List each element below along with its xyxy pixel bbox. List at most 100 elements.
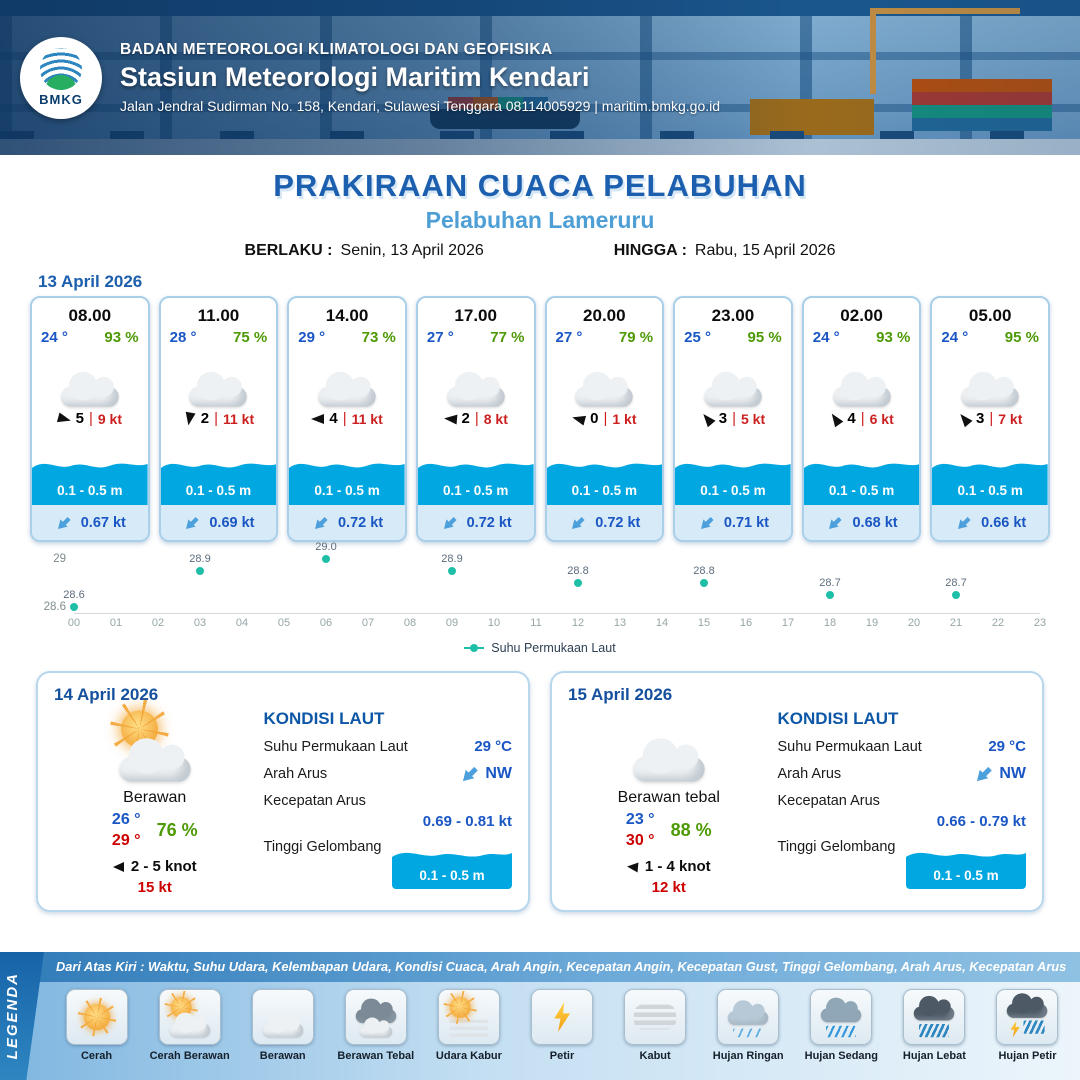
legend-item-label: Cerah Berawan bbox=[149, 1050, 230, 1062]
card-temp-humidity-row: 27 ° 77 % bbox=[418, 326, 534, 346]
daily-wave-box: 0.1 - 0.5 m bbox=[392, 845, 512, 889]
legend-icon-box bbox=[251, 989, 314, 1045]
legend-item: Hujan Lebat bbox=[890, 989, 979, 1062]
daily-temps: 26 ° 29 ° 76 % bbox=[112, 811, 198, 850]
current-speed-label: Kecepatan Arus bbox=[777, 793, 880, 809]
cloud-icon bbox=[569, 349, 639, 407]
wind-direction-icon bbox=[571, 411, 587, 426]
until-value: Rabu, 15 April 2026 bbox=[694, 242, 836, 259]
card-weather-icon-slot bbox=[289, 346, 405, 410]
thunder-row bbox=[1010, 1020, 1046, 1038]
daily-wind-row: 2 - 5 knot bbox=[112, 858, 197, 875]
wave-curve bbox=[803, 463, 920, 505]
daily-columns: Berawan tebal 23 ° 30 ° 88 % 1 - 4 knot … bbox=[568, 709, 1026, 896]
page-title: PRAKIRAAN CUACA PELABUHAN bbox=[273, 168, 807, 203]
legend-item: Berawan bbox=[238, 989, 327, 1062]
wind-direction-icon bbox=[56, 411, 72, 426]
sst-xtick: 07 bbox=[361, 617, 375, 629]
card-separator: | bbox=[342, 410, 347, 427]
daily-wave-box: 0.1 - 0.5 m bbox=[906, 845, 1026, 889]
wave-label: Tinggi Gelombang bbox=[263, 839, 382, 855]
card-humidity: 77 % bbox=[490, 329, 525, 346]
legend-item: Cerah bbox=[52, 989, 141, 1062]
daily-card: 14 April 2026 Berawan 26 ° 29 ° 76 % 2 -… bbox=[36, 671, 530, 912]
daily-condition: Berawan bbox=[123, 789, 187, 806]
card-wave-band: 0.1 - 0.5 m bbox=[32, 455, 148, 505]
card-gust: 6 kt bbox=[869, 410, 894, 427]
daily-wind-range: 1 - 4 knot bbox=[644, 858, 711, 875]
card-current-row: 0.72 kt bbox=[417, 505, 534, 540]
card-wave-band: 0.1 - 0.5 m bbox=[932, 455, 1048, 505]
cloud-shape bbox=[633, 738, 705, 782]
daily-humidity: 76 % bbox=[156, 820, 198, 840]
current-speed-value: 0.69 - 0.81 kt bbox=[422, 813, 512, 830]
sst-point-label: 28.9 bbox=[441, 553, 463, 566]
card-current-speed: 0.72 kt bbox=[595, 514, 641, 531]
card-temp-humidity-row: 29 ° 73 % bbox=[289, 326, 405, 346]
cloud-icon bbox=[312, 349, 382, 407]
haze-icon bbox=[443, 990, 493, 1038]
wind-direction-icon bbox=[443, 412, 457, 425]
sun-core bbox=[77, 997, 116, 1037]
legend-item: Hujan Sedang bbox=[797, 989, 886, 1062]
wave-curve bbox=[546, 463, 663, 505]
forecast-card: 20.00 27 ° 79 % 0 | 1 kt 0.1 - 0.5 m 0.7… bbox=[544, 296, 665, 542]
rain-drops bbox=[919, 1024, 950, 1038]
sst-row: Suhu Permukaan Laut 29 °C bbox=[264, 738, 512, 755]
rain-heavy-icon bbox=[910, 995, 959, 1038]
card-wave-height: 0.1 - 0.5 m bbox=[957, 483, 1023, 498]
daily-temp-col: 26 ° 29 ° bbox=[112, 811, 141, 850]
card-weather-icon-slot bbox=[418, 346, 534, 410]
legend-item-label: Hujan Sedang bbox=[804, 1050, 878, 1062]
card-time: 14.00 bbox=[325, 306, 369, 325]
card-wind-row: 3 | 7 kt bbox=[932, 410, 1048, 427]
card-wind-speed: 3 bbox=[718, 410, 728, 427]
daily-cards: 14 April 2026 Berawan 26 ° 29 ° 76 % 2 -… bbox=[36, 671, 1044, 912]
legend-icon-box bbox=[624, 989, 687, 1045]
cloud-shape bbox=[704, 371, 762, 407]
sst-point-label: 28.8 bbox=[693, 565, 715, 577]
card-weather-icon-slot bbox=[804, 346, 920, 410]
fog-lines bbox=[633, 1004, 677, 1030]
forecast-card: 11.00 28 ° 75 % 2 | 11 kt 0.1 - 0.5 m 0.… bbox=[158, 296, 279, 542]
sst-xtick: 20 bbox=[907, 617, 921, 629]
daily-wind-direction-icon bbox=[112, 861, 124, 872]
card-wave-height: 0.1 - 0.5 m bbox=[571, 483, 637, 498]
card-humidity: 93 % bbox=[876, 329, 911, 346]
sst-xtick: 18 bbox=[823, 617, 837, 629]
daily-columns: Berawan 26 ° 29 ° 76 % 2 - 5 knot 15 kt … bbox=[54, 699, 512, 896]
card-wave-height: 0.1 - 0.5 m bbox=[185, 483, 252, 498]
card-humidity: 95 % bbox=[747, 329, 782, 346]
sst-xtick: 04 bbox=[235, 617, 249, 629]
current-dir-value: NW bbox=[999, 765, 1026, 782]
card-current-row: 0.69 kt bbox=[160, 505, 277, 540]
wind-direction-icon bbox=[828, 410, 844, 427]
cloud-dark-icon bbox=[351, 997, 400, 1038]
current-dir-label: Arah Arus bbox=[263, 766, 328, 782]
card-wave-height: 0.1 - 0.5 m bbox=[443, 483, 509, 498]
daily-wind-row: 1 - 4 knot bbox=[626, 858, 711, 875]
sst-chart: 29 28.6 28.6 28.9 29.0 28.9 28.8 28.8 28.7 28.7 … bbox=[40, 541, 1047, 655]
sst-point bbox=[196, 567, 204, 576]
card-wind-row: 3 | 5 kt bbox=[675, 410, 791, 427]
sst-point bbox=[448, 567, 456, 576]
header-text: BADAN METEOROLOGI KLIMATOLOGI DAN GEOFIS… bbox=[120, 41, 720, 114]
daily-condition: Berawan tebal bbox=[617, 789, 720, 806]
card-time: 05.00 bbox=[968, 306, 1012, 325]
card-wind-speed: 2 bbox=[461, 410, 470, 427]
validity-row: BERLAKU : Senin, 13 April 2026 HINGGA : … bbox=[0, 242, 1080, 260]
sst-xtick: 17 bbox=[781, 617, 795, 629]
daily-date: 14 April 2026 bbox=[54, 685, 159, 704]
card-wave-band: 0.1 - 0.5 m bbox=[417, 455, 534, 505]
card-humidity: 79 % bbox=[618, 329, 654, 346]
legend-item-label: Hujan Petir bbox=[998, 1050, 1057, 1062]
cloud-shape bbox=[575, 371, 634, 407]
card-wave-height: 0.1 - 0.5 m bbox=[828, 483, 895, 498]
sst-xtick: 22 bbox=[991, 617, 1005, 629]
legend-description: Dari Atas Kiri : Waktu, Suhu Udara, Kele… bbox=[56, 959, 1067, 974]
card-wave-height: 0.1 - 0.5 m bbox=[700, 483, 766, 498]
wave-curve bbox=[932, 463, 1048, 505]
sst-point-label: 28.8 bbox=[567, 565, 589, 577]
rain-drops bbox=[1023, 1020, 1046, 1034]
